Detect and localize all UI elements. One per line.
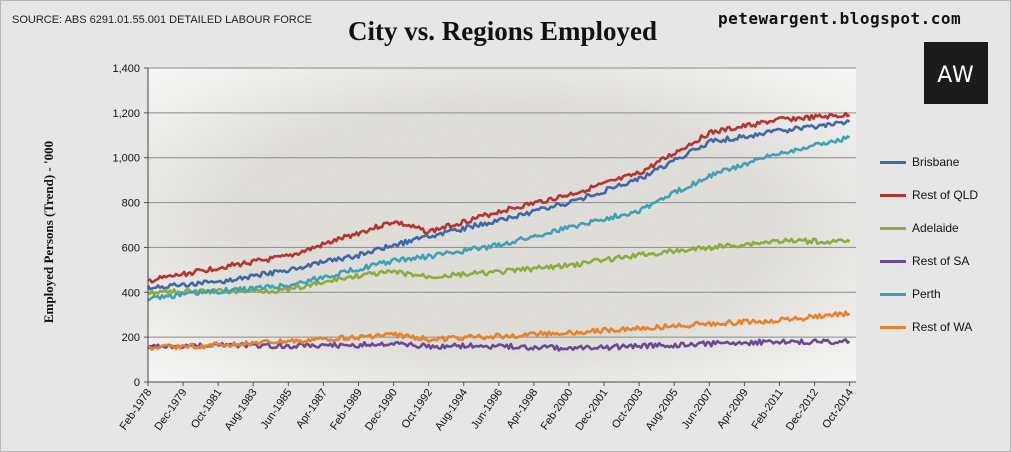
plot-area bbox=[148, 68, 856, 382]
x-tick-label: Jun-1996 bbox=[469, 387, 505, 431]
legend-swatch bbox=[880, 226, 906, 230]
series-lines bbox=[146, 111, 851, 352]
legend-label: Perth bbox=[912, 287, 941, 301]
x-tick-label: Jun-1985 bbox=[259, 387, 295, 431]
x-tick-label: Dec-1990 bbox=[363, 387, 400, 433]
x-tick-label: Oct-2003 bbox=[610, 387, 646, 431]
x-tick-label: Oct-1981 bbox=[189, 387, 225, 431]
x-tick-label: Aug-2005 bbox=[643, 387, 680, 433]
x-tick-label: Aug-1983 bbox=[223, 387, 260, 433]
legend-label: Rest of SA bbox=[912, 254, 970, 268]
blog-url: petewargent.blogspot.com bbox=[718, 9, 962, 28]
legend-label: Adelaide bbox=[912, 221, 959, 235]
legend-swatch bbox=[880, 160, 906, 164]
aw-logo-text: AW bbox=[937, 63, 975, 88]
x-tick-label: Oct-2014 bbox=[820, 387, 856, 431]
x-tick-label: Aug-1994 bbox=[433, 387, 470, 433]
y-tick-label: 1,400 bbox=[112, 63, 140, 75]
legend-item: Rest of SA bbox=[880, 253, 969, 269]
legend-swatch bbox=[880, 292, 906, 296]
aw-logo-mark: AW bbox=[937, 63, 975, 88]
x-tick-label: Apr-1998 bbox=[505, 387, 541, 431]
legend-item: Rest of QLD bbox=[880, 187, 978, 203]
aw-logo: AW bbox=[924, 42, 988, 104]
legend-swatch bbox=[880, 259, 906, 263]
x-tick-label: Feb-2011 bbox=[750, 387, 786, 432]
y-tick-label: 1,000 bbox=[112, 153, 140, 165]
legend-swatch bbox=[880, 193, 906, 197]
x-tick-label: Feb-1989 bbox=[328, 387, 365, 432]
x-tick-label: Dec-2012 bbox=[784, 387, 821, 433]
series-line-rest-of-sa bbox=[147, 338, 851, 352]
x-tick-label: Apr-1987 bbox=[294, 387, 330, 431]
x-tick-label: Apr-2009 bbox=[715, 387, 751, 431]
legend-label: Brisbane bbox=[912, 155, 960, 169]
series-line-rest-of-wa bbox=[147, 310, 851, 351]
x-tick-label: Dec-2001 bbox=[573, 387, 610, 433]
y-tick-label: 400 bbox=[122, 287, 140, 299]
axes bbox=[147, 68, 856, 383]
x-tick-label: Jun-2007 bbox=[680, 387, 716, 431]
series-line-rest-of-qld bbox=[147, 111, 851, 284]
legend-label: Rest of WA bbox=[912, 320, 973, 334]
legend-item: Perth bbox=[880, 286, 941, 302]
x-tick-label: Dec-1979 bbox=[152, 387, 189, 433]
y-tick-label: 200 bbox=[122, 332, 140, 344]
y-tick-label: 600 bbox=[122, 242, 140, 254]
y-axis-ticks: 0 200 400 600 800 1,000 1,200 1,400 bbox=[112, 63, 148, 389]
series-line-adelaide bbox=[147, 237, 851, 296]
y-tick-label: 1,200 bbox=[112, 108, 140, 120]
series-line-brisbane bbox=[146, 119, 851, 291]
series-line-perth bbox=[147, 135, 851, 302]
x-tick-label: Feb-2000 bbox=[539, 387, 576, 432]
x-tick-label: Oct-1992 bbox=[399, 387, 435, 431]
legend-item: Brisbane bbox=[880, 154, 959, 170]
legend-item: Adelaide bbox=[880, 220, 959, 236]
y-tick-label: 800 bbox=[122, 198, 140, 210]
legend-label: Rest of QLD bbox=[912, 188, 979, 202]
legend-swatch bbox=[880, 325, 906, 329]
legend-item: Rest of WA bbox=[880, 319, 972, 335]
x-tick-label: Feb-1978 bbox=[118, 387, 155, 432]
source-note: SOURCE: ABS 6291.01.55.001 DETAILED LABO… bbox=[12, 14, 312, 26]
y-tick-label: 0 bbox=[134, 377, 140, 389]
chart-title: City vs. Regions Employed bbox=[348, 16, 658, 46]
